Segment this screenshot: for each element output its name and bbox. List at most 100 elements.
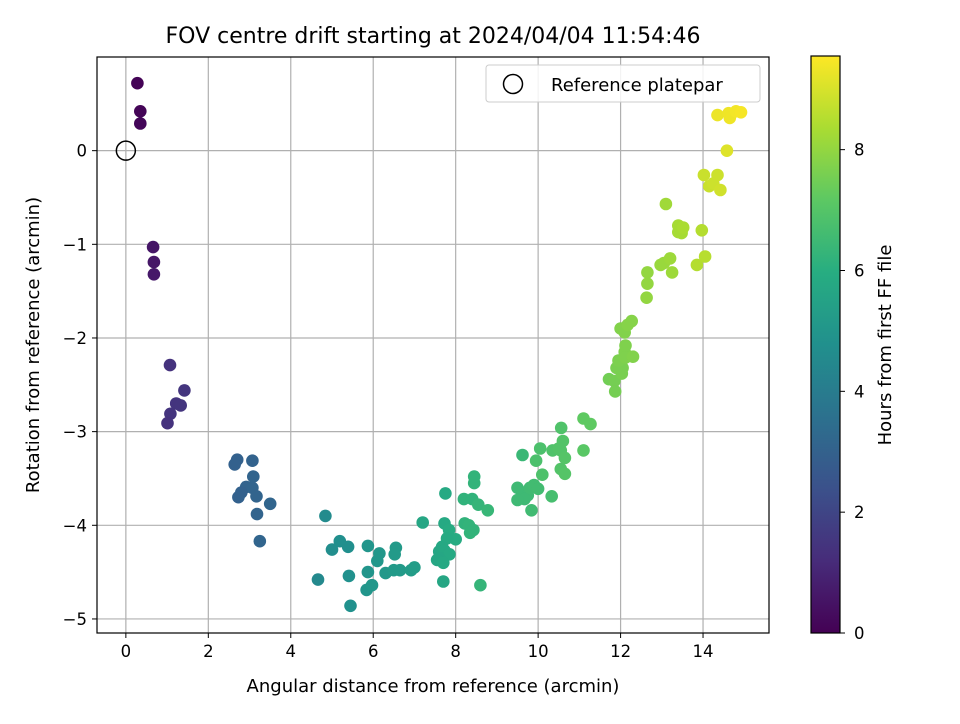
scatter-point <box>711 108 724 122</box>
scatter-point <box>558 451 572 465</box>
y-tick-label: −4 <box>63 516 87 535</box>
scatter-point <box>690 258 704 272</box>
x-axis-label: Angular distance from reference (arcmin) <box>247 676 620 697</box>
x-tick-label: 6 <box>368 642 379 661</box>
scatter-point <box>325 543 339 556</box>
scatter-point <box>697 168 711 182</box>
chart-title: FOV centre drift starting at 2024/04/04 … <box>166 24 701 49</box>
scatter-point <box>388 548 402 561</box>
scatter-point <box>408 561 421 574</box>
y-axis-label: Rotation from reference (arcmin) <box>23 197 44 493</box>
plot-frame <box>96 56 770 634</box>
scatter-point <box>147 255 161 269</box>
scatter-point <box>344 599 357 613</box>
scatter-point <box>247 470 260 483</box>
legend-box <box>485 64 761 103</box>
y-tick-label: −3 <box>63 423 87 442</box>
scatter-point <box>577 444 590 457</box>
colorbar-frame <box>810 55 841 634</box>
scatter-point <box>516 448 529 462</box>
scatter-point <box>319 509 332 523</box>
y-tick-label: −1 <box>63 235 87 254</box>
x-tick-label: 12 <box>610 642 631 661</box>
scatter-point <box>253 534 267 548</box>
colorbar-label: Hours from first FF file <box>875 245 896 446</box>
scatter-point <box>641 266 654 279</box>
scatter-point <box>361 539 375 553</box>
scatter-point <box>608 385 622 398</box>
scatter-point <box>695 224 709 237</box>
colorbar-tick-label: 8 <box>854 141 865 160</box>
y-axis-ticks: 0 −1 −2 −3 −4 −5 <box>63 142 97 629</box>
colorbar-tick-label: 2 <box>854 503 865 522</box>
scatter-point <box>481 504 495 517</box>
y-tick-label: −2 <box>63 329 87 348</box>
scatter-point <box>558 467 572 481</box>
scatter-point <box>665 266 679 279</box>
scatter-point <box>511 493 524 507</box>
scatter-point <box>393 563 407 577</box>
scatter-point <box>371 554 384 568</box>
colorbar: 0 2 4 6 8 Hours from first FF file <box>810 55 896 643</box>
x-tick-label: 0 <box>121 642 132 661</box>
scatter-point <box>161 416 174 430</box>
scatter-point <box>463 526 477 540</box>
y-tick-label: −5 <box>63 610 87 629</box>
scatter-point <box>163 358 177 372</box>
x-axis-ticks: 0 2 4 6 8 10 12 14 <box>121 633 714 661</box>
scatter-point <box>676 221 690 234</box>
data-points <box>131 76 748 613</box>
scatter-point <box>554 421 568 435</box>
scatter-point <box>134 105 147 118</box>
scatter-point <box>525 504 538 517</box>
legend-reference-marker <box>502 73 524 95</box>
scatter-point <box>437 556 450 570</box>
scatter-point <box>250 507 264 521</box>
legend-entry-reference: Reference platepar <box>551 75 723 96</box>
scatter-point <box>626 350 640 364</box>
scatter-point <box>536 468 549 482</box>
scatter-point <box>178 384 191 397</box>
reference-platepar-marker <box>115 140 137 161</box>
scatter-point <box>311 573 325 586</box>
scatter-point <box>545 490 558 503</box>
scatter-point <box>552 442 565 455</box>
scatter-point <box>361 565 375 579</box>
x-tick-label: 8 <box>450 642 461 661</box>
x-tick-label: 4 <box>286 642 297 661</box>
scatter-point <box>734 106 748 119</box>
legend: Reference platepar <box>485 64 761 103</box>
scatter-point <box>146 240 160 254</box>
scatter-point <box>147 268 161 281</box>
colorbar-tick-label: 0 <box>854 624 865 643</box>
scatter-point <box>529 454 543 468</box>
scatter-point <box>342 569 356 583</box>
scatter-point <box>416 516 430 529</box>
reference-marker <box>115 140 137 161</box>
x-tick-label: 2 <box>203 642 214 661</box>
scatter-point <box>625 314 638 328</box>
scatter-point <box>619 339 632 352</box>
x-tick-label: 14 <box>693 642 714 661</box>
scatter-point <box>663 252 677 265</box>
x-tick-label: 10 <box>528 642 549 661</box>
scatter-point <box>533 442 547 455</box>
scatter-point <box>174 399 187 412</box>
scatter-point <box>641 277 654 291</box>
colorbar-ticks: 0 2 4 6 8 <box>840 141 865 643</box>
scatter-point <box>246 454 259 468</box>
scatter-point <box>232 490 245 504</box>
scatter-point <box>474 578 487 592</box>
scatter-point <box>531 482 545 496</box>
colorbar-gradient <box>811 56 840 633</box>
scatter-point <box>714 183 727 197</box>
grid-lines <box>97 57 769 633</box>
scatter-point <box>698 250 712 263</box>
scatter-point <box>659 197 673 211</box>
scatter-point <box>467 470 481 483</box>
scatter-point <box>720 144 734 157</box>
scatter-point <box>341 540 355 554</box>
colorbar-tick-label: 4 <box>854 382 865 401</box>
y-tick-label: 0 <box>77 142 88 161</box>
